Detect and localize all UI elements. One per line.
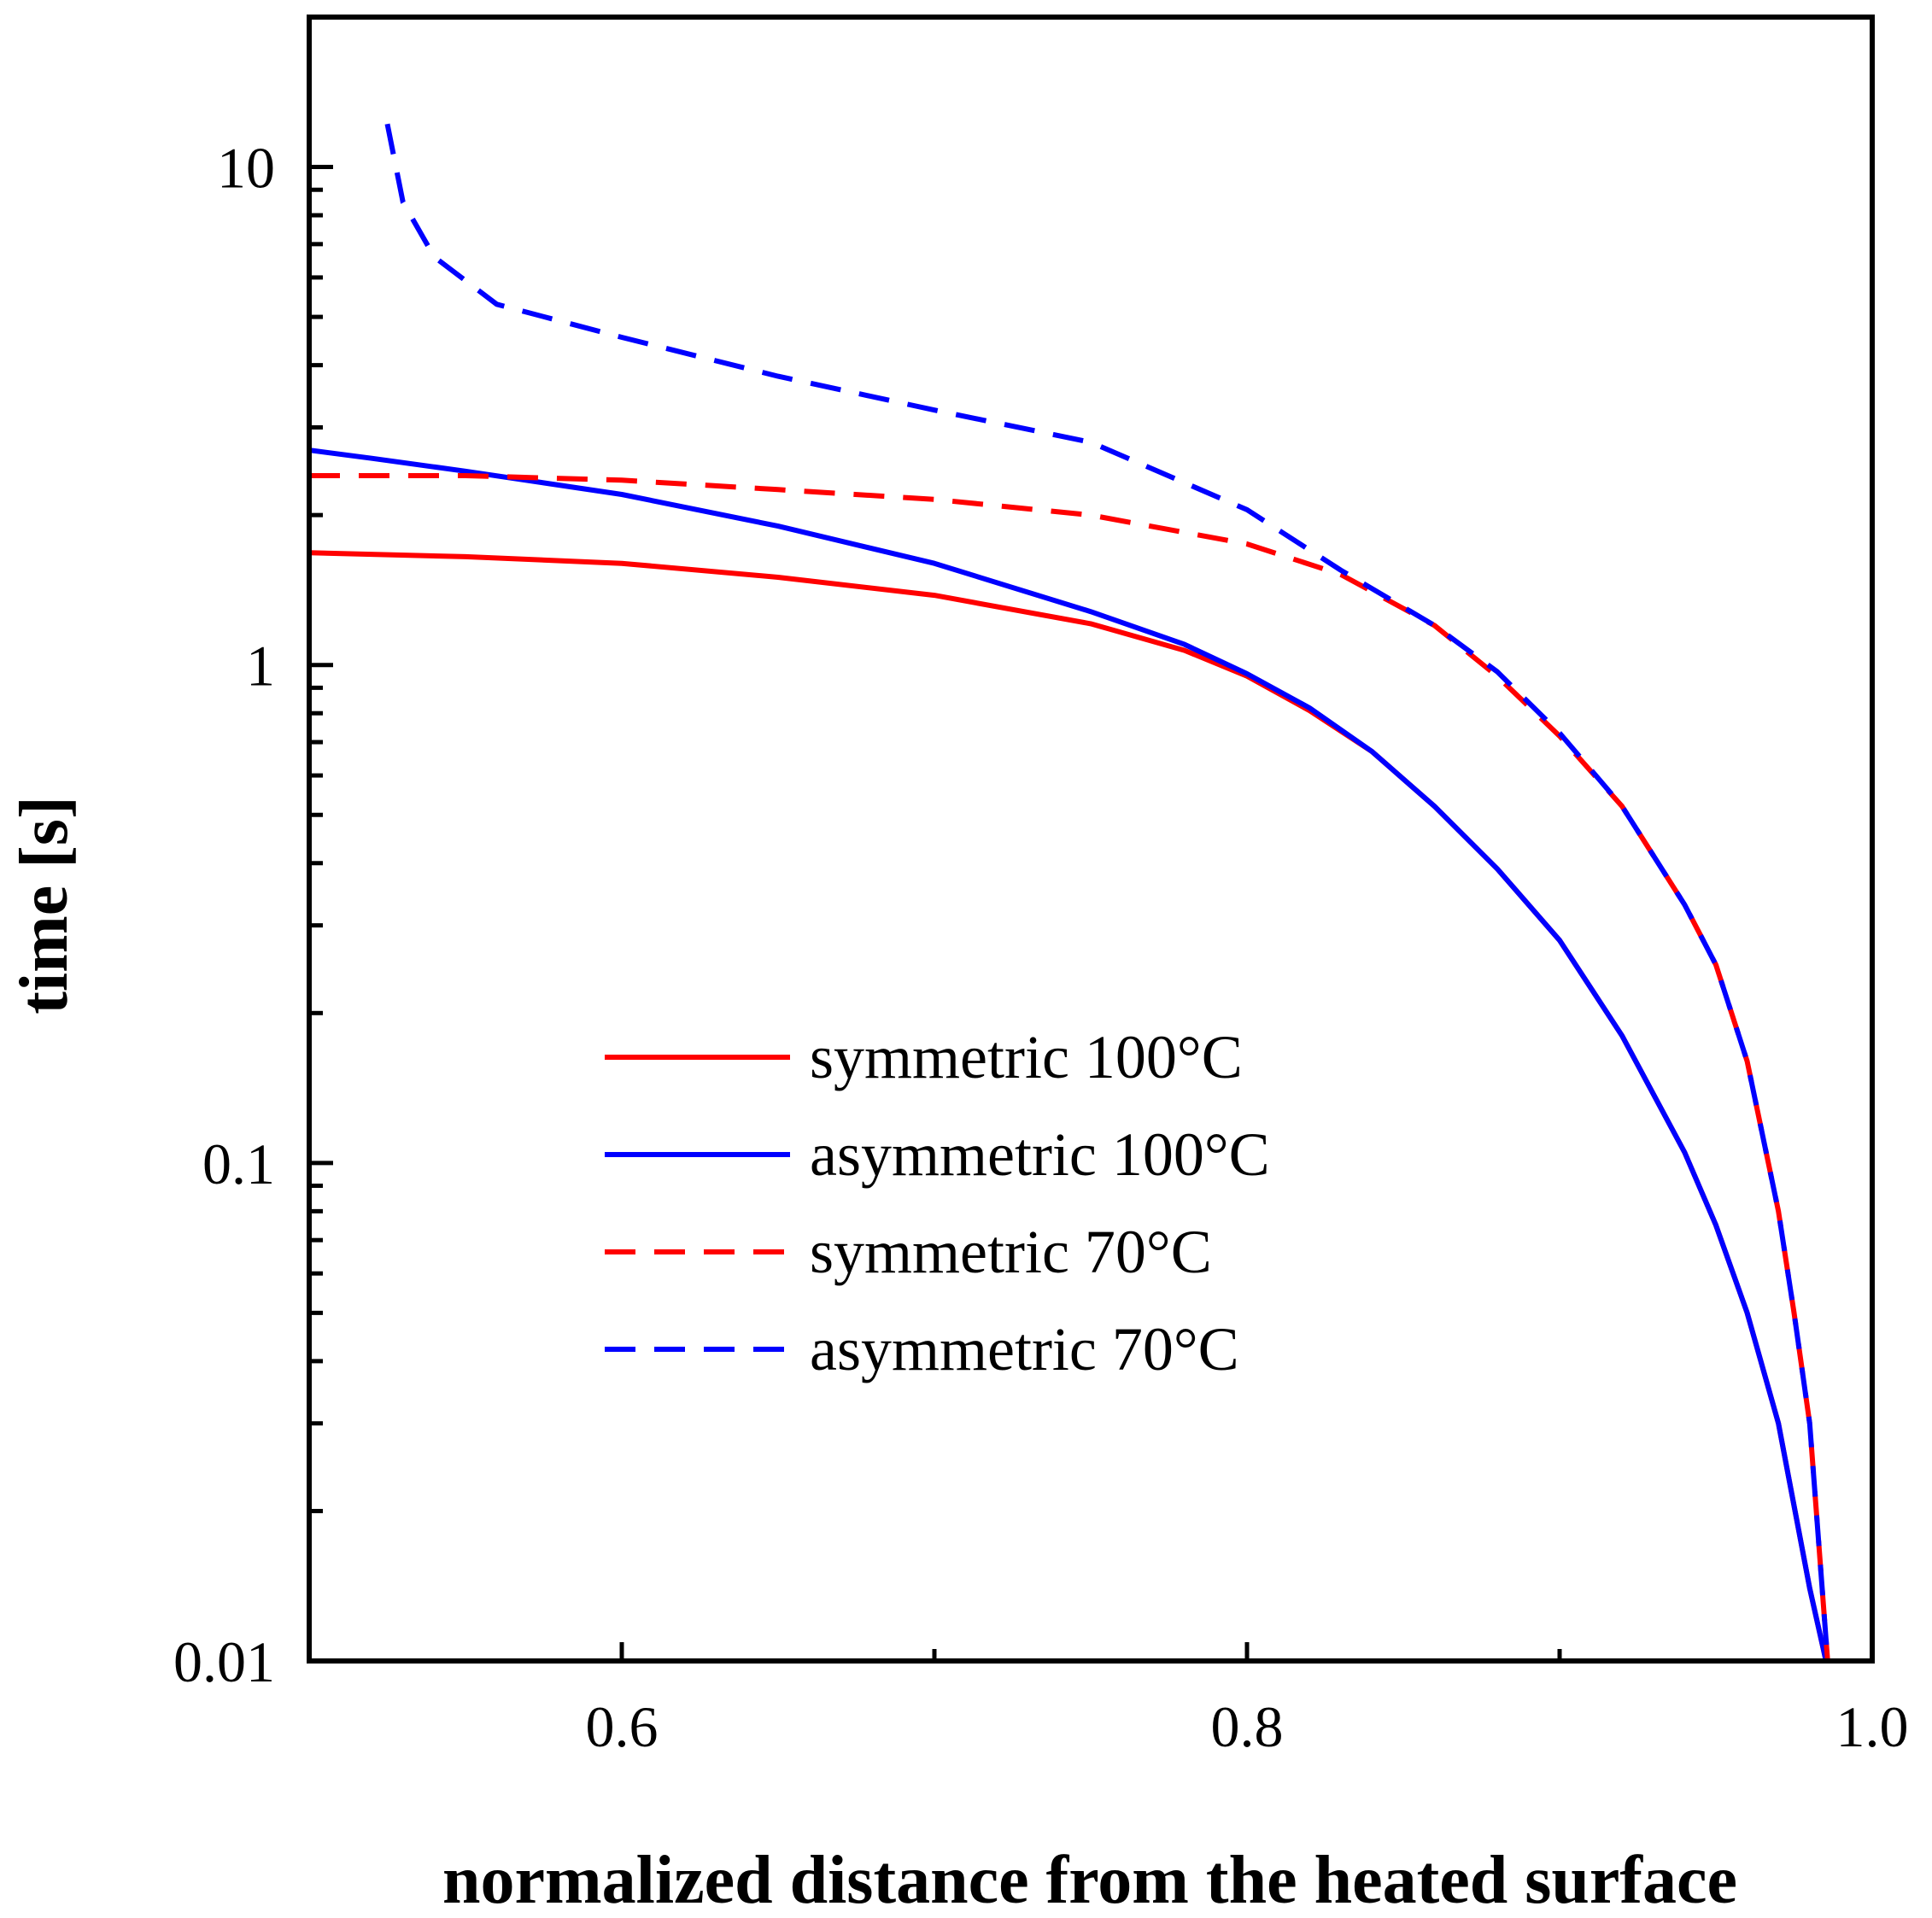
legend-label: symmetric 70°C <box>810 1218 1212 1286</box>
y-tick-label: 0.1 <box>202 1132 275 1196</box>
y-tick-label: 10 <box>217 136 275 201</box>
series-layer <box>309 123 1830 1661</box>
x-tick-label: 1.0 <box>1836 1694 1909 1759</box>
legend-label: asymmetric 70°C <box>810 1315 1239 1383</box>
series-line-3 <box>384 123 1830 1661</box>
x-tick-label: 0.8 <box>1211 1694 1284 1759</box>
y-tick-label: 0.01 <box>173 1629 275 1694</box>
y-axis-title: time [s] <box>7 796 82 1014</box>
x-axis-title: normalized distance from the heated surf… <box>442 1843 1737 1918</box>
axes-layer: 0.6 0.8 1.0 0.01 0.1 1 10 <box>173 15 1909 1759</box>
y-tick-label: 1 <box>246 634 275 699</box>
series-line-2 <box>309 473 1830 1661</box>
x-tick-label: 0.6 <box>586 1694 659 1759</box>
legend: symmetric 100°C asymmetric 100°C symmetric… <box>605 1023 1270 1383</box>
legend-label: symmetric 100°C <box>810 1023 1243 1091</box>
series-line-1 <box>309 447 1829 1661</box>
plot-frame <box>307 15 1875 1664</box>
legend-label: asymmetric 100°C <box>810 1120 1270 1189</box>
